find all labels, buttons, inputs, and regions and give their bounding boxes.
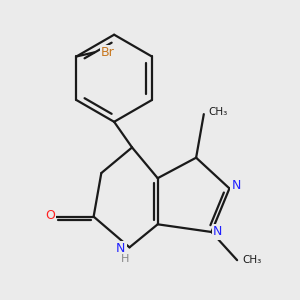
Text: CH₃: CH₃ [242, 255, 262, 265]
Text: N: N [231, 179, 241, 192]
Text: H: H [121, 254, 130, 264]
Text: N: N [116, 242, 125, 255]
Text: Br: Br [101, 46, 115, 59]
Text: O: O [45, 208, 55, 222]
Text: N: N [213, 226, 222, 238]
Text: CH₃: CH₃ [208, 106, 227, 117]
